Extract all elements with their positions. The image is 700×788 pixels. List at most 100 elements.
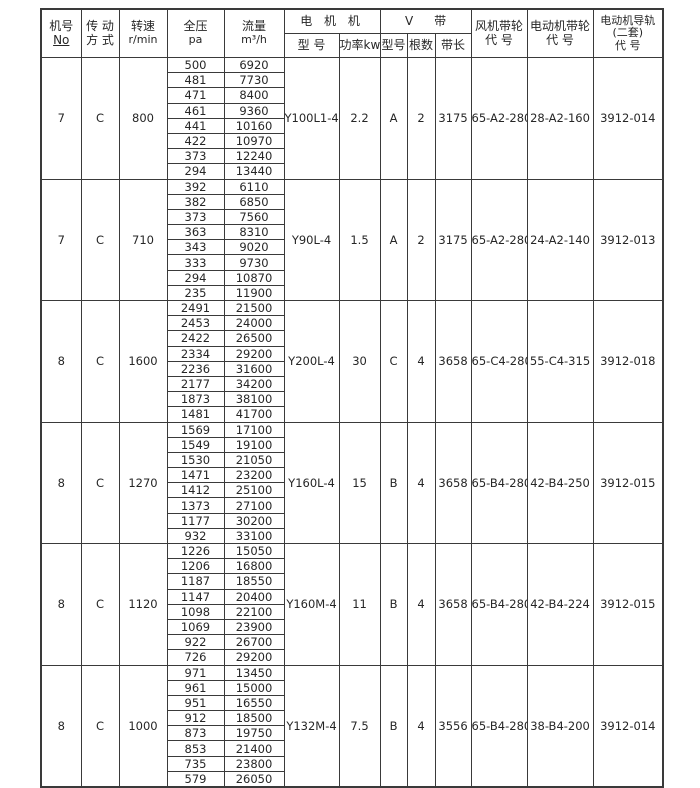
motor-model-cell: Y200L-4 [283,300,340,423]
machine-no-cell: 7 [40,178,82,301]
motor-rail-label-line2: (二套) [612,26,644,40]
motor-pulley-label-line1: 电动机带轮 [530,18,591,33]
flow-cell: 15000 [223,679,285,696]
spec-row: 7 C 710 392 6110 Y90L-4 1.5 A 2 3175 65-A2-280 24-A… [40,178,664,301]
machine-no-label: 机号 [49,18,74,33]
pressure-cell: 873 [166,725,225,742]
flow-cell: 30200 [223,512,285,529]
vbelt-length-cell: 3175 [434,178,472,301]
pressure-cell: 1412 [166,482,225,499]
pressure-cell: 1549 [166,436,225,453]
flow-cell: 23200 [223,467,285,484]
flow-cell: 21400 [223,740,285,757]
pressure-cell: 2453 [166,315,225,332]
vbelt-type-cell: B [379,543,408,666]
spec-row: 1873 38100 [41,391,663,408]
spec-row: 333 9730 [41,254,663,271]
fan-spec-table: 机号 No 传 动 方 式 转速 r/min 全压 pa 流量 m³/h [40,8,665,788]
flow-cell: 12240 [223,148,285,165]
header-motor-rail: 电动机导轨 (二套) 代 号 [592,8,664,58]
fan-pulley-code-cell: 65-A2-280 [470,178,528,301]
flow-cell: 16550 [223,694,285,712]
spec-row: 294 13440 [41,163,663,180]
speed-cell: 800 [118,57,168,180]
motor-model-cell: Y160L-4 [283,421,340,544]
motor-power-cell: 15 [338,421,381,544]
machine-no-cell: 8 [40,543,82,666]
pressure-cell: 853 [166,740,225,757]
spec-row: 8 C 1270 1569 17100 Y160L-4 15 B 4 3658 65-B4-280 4… [40,421,664,544]
pressure-cell: 912 [166,710,225,727]
flow-cell: 9360 [223,102,285,119]
speed-label: 转速 [130,19,155,34]
pressure-unit: pa [188,33,203,47]
flow-cell: 18550 [223,573,285,590]
pressure-cell: 951 [166,694,225,712]
header-vbelt-group: V 带 [379,8,472,34]
pressure-cell: 726 [166,649,225,666]
drive-mode-cell: C [80,421,120,544]
spec-row: 363 8310 [41,224,663,241]
motor-pulley-code-cell: 38-B4-200 [526,664,594,788]
pressure-cell: 1147 [166,588,225,605]
motor-pulley-code-cell: 42-B4-224 [526,543,594,666]
spec-row: 294 10870 [41,269,663,286]
flow-cell: 19750 [223,725,285,742]
flow-cell: 22100 [223,603,285,620]
machine-no-cell: 8 [40,664,82,788]
spec-row: 922 26700 [41,634,663,651]
motor-rail-code-cell: 3912-018 [592,300,664,423]
flow-cell: 8400 [223,87,285,104]
spec-table-body: 7 C 800 500 6920 Y100L1-4 2.2 A 2 3175 65-A2-280 28… [40,56,664,788]
fan-pulley-code-cell: 65-C4-280 [470,300,528,423]
flow-cell: 33100 [223,527,285,545]
flow-cell: 10160 [223,117,285,134]
motor-pulley-code-cell: 28-A2-160 [526,57,594,180]
flow-cell: 13440 [223,163,285,180]
vbelt-type-cell: B [379,421,408,544]
pressure-cell: 343 [166,239,225,256]
spec-row: 8 C 1120 1226 15050 Y160M-4 11 B 4 3658 65-B4-280 4… [40,542,664,666]
spec-table-container: 机号 No 传 动 方 式 转速 r/min 全压 pa 流量 m³/h [40,8,665,788]
motor-rail-code-cell: 3912-014 [592,57,664,180]
flow-cell: 23800 [223,755,285,772]
motor-rail-label-line1: 电动机导轨 [600,14,656,28]
flow-cell: 29200 [223,649,285,666]
motor-rail-code-cell: 3912-015 [592,421,664,544]
flow-cell: 11900 [223,284,285,302]
vbelt-length-cell: 3658 [434,300,472,423]
flow-cell: 31600 [223,360,285,377]
vbelt-count-cell: 4 [406,300,436,423]
machine-no-symbol: No [53,32,70,47]
vbelt-count-cell: 4 [406,543,436,666]
pressure-cell: 500 [166,56,225,74]
pressure-cell: 373 [166,148,225,165]
flow-cell: 25100 [223,482,285,499]
flow-cell: 13450 [223,664,285,681]
pressure-cell: 461 [166,102,225,119]
pressure-cell: 1187 [166,573,225,590]
pressure-cell: 392 [166,178,225,195]
flow-cell: 9020 [223,239,285,256]
motor-rail-code-cell: 3912-015 [592,543,664,666]
spec-row: 8 C 1600 2491 21500 Y200L-4 30 C 4 3658 65-C4-280 5… [40,299,664,423]
flow-label: 流量 [241,19,266,34]
fan-pulley-code-cell: 65-A2-280 [470,57,528,180]
motor-group-label: 电 机 机 [300,14,364,28]
flow-cell: 6850 [223,193,285,210]
flow-cell: 16800 [223,558,285,575]
pressure-cell: 1177 [166,512,225,529]
vbelt-length-cell: 3658 [434,421,472,544]
pressure-cell: 2177 [166,375,225,393]
pressure-cell: 471 [166,87,225,104]
pressure-cell: 235 [166,284,225,302]
motor-pulley-label-line2: 代 号 [546,32,574,47]
flow-cell: 6110 [223,178,285,195]
pressure-cell: 2422 [166,330,225,347]
table-header: 机号 No 传 动 方 式 转速 r/min 全压 pa 流量 m³/h [40,8,664,58]
spec-row: 471 8400 [41,87,663,104]
pressure-cell: 481 [166,72,225,89]
vbelt-type-cell: B [379,664,408,788]
flow-cell: 34200 [223,375,285,393]
pressure-cell: 1098 [166,603,225,620]
